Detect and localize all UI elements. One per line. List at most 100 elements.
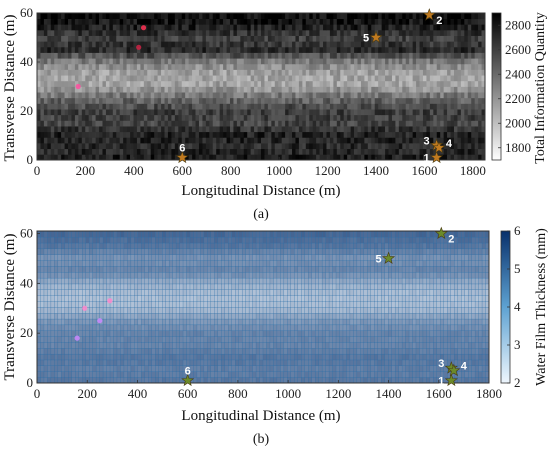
heatmap-cell (40, 86, 45, 93)
heatmap-cell (168, 365, 174, 372)
heatmap-cell (179, 318, 184, 326)
heatmap-cell (192, 120, 196, 127)
heatmap-cell (440, 114, 444, 121)
heatmap-cell (233, 148, 238, 155)
heatmap-cell (377, 324, 382, 331)
heatmap-cell (266, 371, 271, 378)
heatmap-cell (471, 13, 476, 19)
heatmap-cell (102, 359, 108, 366)
heatmap-cell (308, 365, 313, 372)
heatmap-cell (353, 330, 358, 337)
heatmap-cell (154, 41, 158, 48)
chart-b: 0 200 400 600 800 1000 1200 1400 1600 1800 020406… (2, 223, 549, 447)
heatmap-cell (276, 341, 281, 349)
heatmap-cell (61, 29, 65, 36)
heatmap-cell (298, 18, 303, 25)
heatmap-cell (467, 120, 472, 127)
heatmap-cell (181, 109, 186, 116)
heatmap-cell (478, 52, 482, 59)
heatmap-cell (464, 109, 469, 116)
heatmap-cell (443, 120, 448, 127)
heatmap-cell (429, 318, 434, 326)
heatmap-cell (126, 24, 131, 31)
heatmap-cell (285, 86, 289, 93)
heatmap-cell (167, 109, 172, 116)
heatmap-cell (440, 13, 444, 19)
heatmap-cell (325, 347, 330, 355)
heatmap-cell (209, 114, 214, 121)
heatmap-cell (415, 371, 420, 378)
heatmap-cell (182, 312, 188, 320)
heatmap-cell (308, 324, 313, 331)
heatmap-cell (398, 318, 403, 326)
heatmap-cell (471, 69, 476, 76)
heatmap-cell (350, 41, 355, 48)
heatmap-cell (354, 41, 358, 48)
heatmap-cell (250, 80, 255, 87)
heatmap-cell (371, 86, 376, 93)
heatmap-cell (71, 371, 76, 378)
heatmap-cell (356, 347, 361, 355)
heatmap-cell (71, 341, 76, 349)
heatmap-cell (298, 80, 303, 87)
heatmap-cell (43, 131, 48, 138)
heatmap-cell (57, 80, 62, 87)
heatmap-cell (126, 103, 131, 110)
heatmap-cell (88, 97, 93, 104)
heatmap-cell (440, 58, 444, 65)
heatmap-cell (329, 29, 334, 36)
heatmap-cell (450, 347, 455, 355)
heatmap-cell (116, 336, 121, 343)
heatmap-cell (112, 24, 117, 31)
heatmap-cell (235, 312, 240, 320)
heatmap-cell (391, 13, 396, 19)
heatmap-cell (212, 13, 217, 19)
heatmap-cell (467, 376, 473, 384)
heatmap-cell (381, 63, 386, 70)
panel-label-a: (a) (253, 207, 269, 222)
heatmap-cell (381, 52, 386, 59)
heatmap-cell (343, 86, 348, 93)
heatmap-cell (195, 126, 200, 133)
heatmap-cell (377, 376, 382, 384)
heatmap-cell (181, 24, 186, 31)
heatmap-cell (312, 29, 317, 36)
heatmap-cell (134, 371, 139, 378)
heatmap-cell (54, 336, 59, 343)
heatmap-cell (123, 103, 127, 110)
heatmap-cell (335, 341, 340, 349)
heatmap-cell (398, 365, 403, 372)
heatmap-cell (384, 318, 389, 326)
heatmap-cell (178, 13, 183, 19)
heatmap-cell (274, 114, 279, 121)
heatmap-cell (198, 131, 203, 138)
heatmap-cell (274, 148, 279, 155)
heatmap-cell (243, 97, 248, 104)
heatmap-cell (212, 63, 217, 70)
heatmap-cell (219, 46, 224, 53)
heatmap-cell (457, 63, 462, 70)
heatmap-cell (457, 52, 462, 59)
heatmap-cell (378, 29, 382, 36)
heatmap-cell (172, 330, 177, 337)
heatmap-cell (192, 46, 196, 53)
heatmap-cell (229, 24, 234, 31)
heatmap-cell (236, 137, 241, 144)
heatmap-cell (143, 75, 148, 82)
heatmap-cell (287, 336, 292, 343)
heatmap-cell (288, 63, 293, 70)
heatmap-cell (332, 376, 337, 384)
heatmap-cell (447, 120, 451, 127)
heatmap-cell (116, 359, 121, 366)
heatmap-cell (185, 137, 189, 144)
heatmap-cell (64, 365, 69, 372)
heatmap-cell (165, 324, 170, 331)
heatmap-cell (336, 114, 341, 121)
heatmap-cell (99, 92, 103, 99)
heatmap-cell (419, 312, 424, 320)
heatmap-cell (292, 143, 296, 150)
heatmap-cell (326, 80, 331, 87)
heatmap-cell (281, 52, 286, 59)
heatmap-cell (188, 69, 193, 76)
heatmap-cell (61, 347, 66, 355)
